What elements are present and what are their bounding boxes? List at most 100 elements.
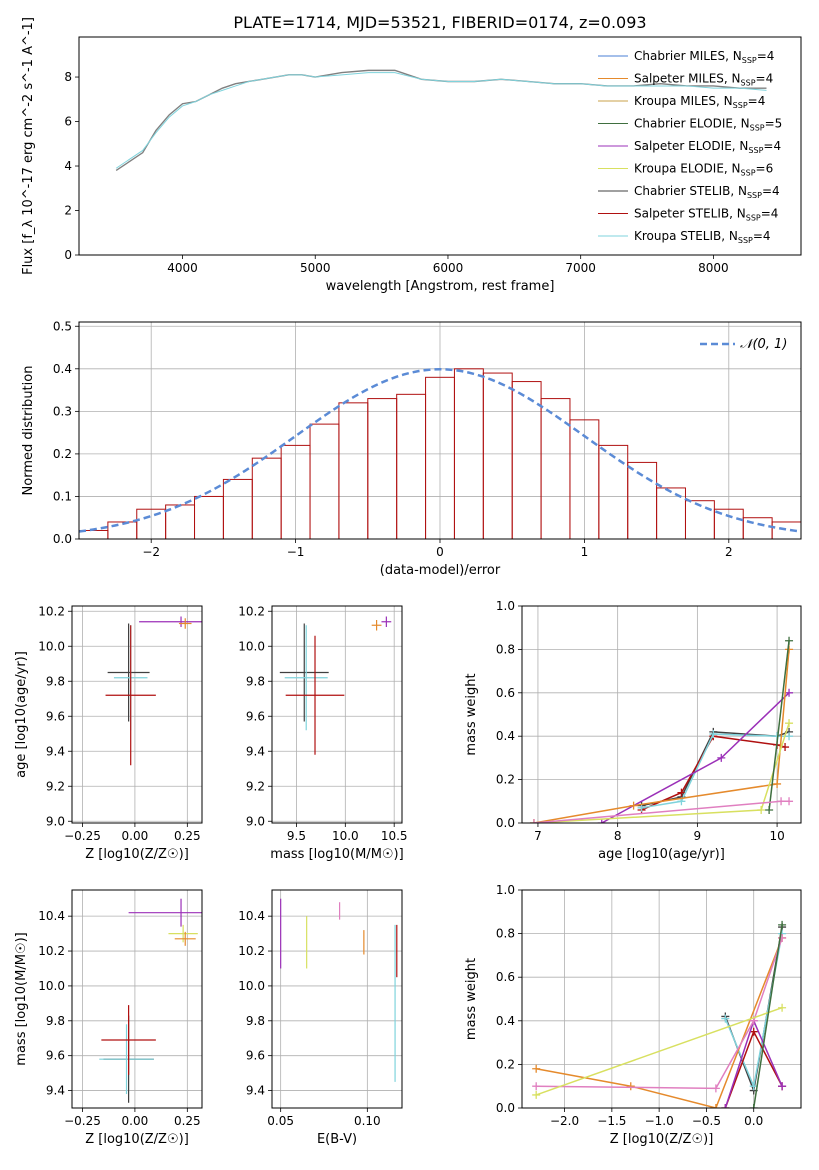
series-line xyxy=(752,924,783,1108)
plots: 4000 5000 6000 7000 8000 0 2 4 6 8 wavelength [Ang… xyxy=(14,17,802,1147)
mass-weight-vs-age-lines xyxy=(529,636,794,823)
histogram-bar xyxy=(107,521,138,539)
data-marker xyxy=(529,819,538,823)
data-point xyxy=(101,1005,156,1075)
mass-weight-vs-age-frame xyxy=(521,605,802,824)
x-tick-label: 5000 xyxy=(300,261,331,275)
y-tick-label: 0.2 xyxy=(53,447,72,461)
histogram-bar xyxy=(194,495,224,539)
mass-vs-ebv-frame xyxy=(271,889,403,1109)
y-tick-label: 0.2 xyxy=(496,773,515,787)
legend-label: Salpeter MILES, NSSP=4 xyxy=(634,72,773,88)
x-tick-label: 0.25 xyxy=(174,1114,201,1128)
y-tick-label: 9.8 xyxy=(246,1014,265,1028)
data-marker xyxy=(626,1082,635,1091)
data-point xyxy=(285,635,345,755)
data-marker xyxy=(717,753,726,762)
y-tick-label: 0.6 xyxy=(496,970,515,984)
data-marker xyxy=(721,1014,730,1023)
y-tick-label: 10.0 xyxy=(38,639,65,653)
age-vs-Z-axes: −0.25 0.00 0.25 9.0 9.2 9.4 9.6 9.8 10.0 10.2 Z [l… xyxy=(14,604,202,862)
data-marker xyxy=(778,1082,787,1091)
y-tick-label: 9.4 xyxy=(246,744,265,758)
legend-label: Salpeter STELIB, NSSP=4 xyxy=(634,207,778,223)
x-tick-label: −2.0 xyxy=(550,1114,579,1128)
x-tick-label: 8 xyxy=(614,829,622,843)
x-tick-label: 9 xyxy=(694,829,702,843)
y-tick-label: 0.0 xyxy=(496,816,515,830)
data-point xyxy=(128,898,202,927)
data-marker xyxy=(777,797,786,806)
data-point xyxy=(284,625,328,731)
x-tick-label: −1.5 xyxy=(597,1114,626,1128)
data-point xyxy=(99,1024,154,1095)
y-tick-label: 6 xyxy=(64,115,72,129)
data-marker xyxy=(785,688,794,697)
histogram-bar xyxy=(396,393,427,539)
y-tick-label: 0.8 xyxy=(496,927,515,941)
series xyxy=(532,1003,787,1099)
y-tick-label: 9.4 xyxy=(46,744,65,758)
x-tick-label: 6000 xyxy=(433,261,464,275)
series xyxy=(529,645,794,823)
y-axis-label: mass [log10(M/M☉)] xyxy=(14,932,29,1065)
y-tick-label: 0.0 xyxy=(496,1101,515,1115)
y-tick-label: 9.4 xyxy=(246,1084,265,1098)
x-axis-label: Z [log10(Z/Z☉)] xyxy=(85,847,189,862)
legend-label: Salpeter ELODIE, NSSP=4 xyxy=(634,139,781,155)
legend-label: Chabrier ELODIE, NSSP=5 xyxy=(634,117,782,133)
x-tick-label: 7 xyxy=(534,829,542,843)
x-axis-label: mass [log10(M/M☉)] xyxy=(270,847,403,862)
data-point xyxy=(178,618,192,629)
x-axis-label: wavelength [Angstrom, rest frame] xyxy=(326,279,555,294)
x-axis-label: Z [log10(Z/Z☉)] xyxy=(610,1132,714,1147)
x-tick-label: 10 xyxy=(769,829,784,843)
legend-label: Kroupa ELODIE, NSSP=6 xyxy=(634,162,773,178)
histogram-bar xyxy=(251,457,282,539)
x-tick-label: −0.5 xyxy=(692,1114,721,1128)
series xyxy=(765,636,794,814)
data-marker xyxy=(785,797,794,806)
y-tick-label: 9.4 xyxy=(46,1084,65,1098)
x-tick-label: −1 xyxy=(287,545,305,559)
mass-vs-Z-points xyxy=(99,898,202,1103)
series xyxy=(597,688,794,823)
series xyxy=(529,797,794,823)
series xyxy=(532,933,787,1093)
y-tick-label: 1.0 xyxy=(496,599,515,613)
x-tick-label: 1 xyxy=(581,545,589,559)
data-marker xyxy=(709,730,718,739)
x-tick-label: 0.00 xyxy=(122,829,149,843)
y-tick-label: 10.2 xyxy=(38,604,65,618)
histogram-bar xyxy=(482,372,513,539)
histogram-bar xyxy=(511,381,542,539)
series-line xyxy=(115,72,767,169)
y-axis-label: mass weight xyxy=(464,958,479,1040)
y-tick-label: 0.5 xyxy=(53,319,72,333)
y-tick-label: 9.8 xyxy=(46,1014,65,1028)
y-tick-label: 0.6 xyxy=(496,686,515,700)
data-point xyxy=(279,623,329,722)
y-tick-label: 9.8 xyxy=(246,674,265,688)
y-tick-label: 9.6 xyxy=(246,1049,265,1063)
series-line xyxy=(533,722,790,823)
y-axis-label: age [log10(age/yr)] xyxy=(14,651,29,778)
data-marker xyxy=(781,743,790,752)
y-tick-label: 10.2 xyxy=(238,944,265,958)
x-tick-label: 8000 xyxy=(698,261,729,275)
data-marker xyxy=(757,805,766,814)
age-vs-mass-frame xyxy=(271,605,403,824)
series xyxy=(637,727,794,810)
age-vs-mass-points xyxy=(279,616,392,755)
figure-title: PLATE=1714, MJD=53521, FIBERID=0174, z=0… xyxy=(233,13,646,32)
y-tick-label: 0.1 xyxy=(53,489,72,503)
y-tick-label: 0.3 xyxy=(53,404,72,418)
y-tick-label: 0 xyxy=(64,248,72,262)
x-axis-label: (data-model)/error xyxy=(380,563,501,578)
x-tick-label: 0 xyxy=(436,545,444,559)
y-tick-label: 9.2 xyxy=(246,779,265,793)
histogram-bar xyxy=(540,398,571,539)
x-tick-label: 0.00 xyxy=(122,1114,149,1128)
data-marker xyxy=(778,1003,787,1012)
age-vs-Z-points xyxy=(105,616,202,766)
